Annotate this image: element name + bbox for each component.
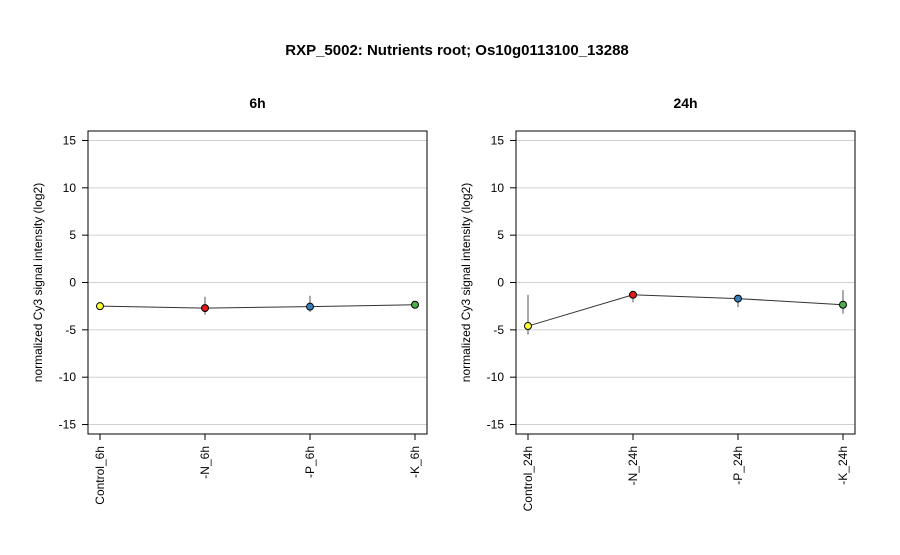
x-tick-label: Control_24h bbox=[521, 446, 535, 511]
y-axis-label: normalized Cy3 signal intensity (log2) bbox=[31, 183, 45, 382]
y-tick-label: -5 bbox=[493, 323, 504, 337]
data-point bbox=[734, 294, 742, 303]
y-tick-label: 0 bbox=[69, 276, 76, 290]
plot-frame bbox=[515, 130, 856, 435]
y-tick-label: 5 bbox=[497, 228, 504, 242]
panel-6h: 6h -15 -10 -5 0 5 10 15 normalized Cy3 signal in… bbox=[31, 95, 428, 505]
x-tick-label: -N_24h bbox=[626, 446, 640, 485]
y-tick-label: 5 bbox=[69, 228, 76, 242]
data-point bbox=[96, 302, 104, 311]
panel-title: 24h bbox=[673, 95, 697, 111]
y-tick-label: 10 bbox=[63, 181, 77, 195]
y-tick-label: -15 bbox=[59, 418, 77, 432]
series-line bbox=[99, 304, 416, 309]
y-axis-label: normalized Cy3 signal intensity (log2) bbox=[459, 183, 473, 382]
panel-24h: 24h -15 -10 -5 0 5 10 15 normalized Cy3 signal i… bbox=[459, 95, 856, 511]
y-tick-label: -10 bbox=[487, 370, 505, 384]
y-tick-label: -10 bbox=[59, 370, 77, 384]
y-tick-label: -5 bbox=[65, 323, 76, 337]
y-tick-label: -15 bbox=[487, 418, 505, 432]
data-point bbox=[629, 290, 637, 299]
x-tick-label: -P_6h bbox=[303, 446, 317, 478]
y-tick-label: 0 bbox=[497, 276, 504, 290]
x-tick-label: Control_6h bbox=[93, 446, 107, 505]
data-point bbox=[839, 300, 847, 309]
data-point bbox=[306, 302, 314, 311]
data-point bbox=[411, 300, 419, 309]
x-tick-label: -K_24h bbox=[836, 446, 850, 485]
main-title: RXP_5002: Nutrients root; Os10g0113100_1… bbox=[285, 42, 629, 59]
x-tick-label: -K_6h bbox=[408, 446, 422, 478]
x-tick-label: -P_24h bbox=[731, 446, 745, 485]
series-line bbox=[527, 294, 844, 327]
plot-frame bbox=[87, 130, 428, 435]
y-tick-label: 10 bbox=[491, 181, 505, 195]
data-point bbox=[524, 322, 532, 331]
y-tick-label: 15 bbox=[491, 133, 505, 147]
panel-title: 6h bbox=[249, 95, 265, 111]
data-point bbox=[201, 304, 209, 313]
x-tick-label: -N_6h bbox=[198, 446, 212, 479]
y-tick-label: 15 bbox=[63, 133, 77, 147]
